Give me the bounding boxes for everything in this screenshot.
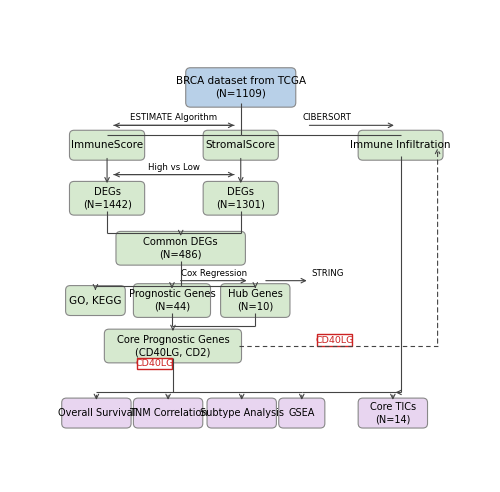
Text: DEGs
(N=1301): DEGs (N=1301) <box>216 187 265 210</box>
FancyBboxPatch shape <box>358 130 443 160</box>
FancyBboxPatch shape <box>70 130 144 160</box>
Text: Immune Infiltration: Immune Infiltration <box>350 140 451 150</box>
FancyBboxPatch shape <box>186 68 296 107</box>
FancyBboxPatch shape <box>104 329 242 363</box>
FancyBboxPatch shape <box>220 284 290 317</box>
Text: Core TICs
(N=14): Core TICs (N=14) <box>370 402 416 424</box>
FancyBboxPatch shape <box>116 231 246 265</box>
Text: Common DEGs
(N=486): Common DEGs (N=486) <box>144 237 218 259</box>
Text: CD40LG: CD40LG <box>316 336 354 344</box>
Text: DEGs
(N=1442): DEGs (N=1442) <box>82 187 132 210</box>
FancyBboxPatch shape <box>138 358 172 369</box>
Text: ESTIMATE Algorithm: ESTIMATE Algorithm <box>130 113 218 123</box>
FancyBboxPatch shape <box>70 182 144 215</box>
Text: TNM Correlation: TNM Correlation <box>129 408 208 418</box>
Text: Core Prognostic Genes
(CD40LG, CD2): Core Prognostic Genes (CD40LG, CD2) <box>116 335 230 357</box>
Text: BRCA dataset from TCGA
(N=1109): BRCA dataset from TCGA (N=1109) <box>176 76 306 99</box>
FancyBboxPatch shape <box>203 182 278 215</box>
FancyBboxPatch shape <box>278 398 325 428</box>
Text: StromalScore: StromalScore <box>206 140 276 150</box>
Text: Subtype Analysis: Subtype Analysis <box>200 408 283 418</box>
Text: CIBERSORT: CIBERSORT <box>303 113 352 123</box>
Text: ImmuneScore: ImmuneScore <box>71 140 143 150</box>
FancyBboxPatch shape <box>134 398 203 428</box>
Text: Cox Regression: Cox Regression <box>180 269 246 278</box>
Text: STRING: STRING <box>312 269 344 278</box>
FancyBboxPatch shape <box>207 398 276 428</box>
FancyBboxPatch shape <box>62 398 131 428</box>
FancyBboxPatch shape <box>66 285 126 315</box>
FancyBboxPatch shape <box>358 398 428 428</box>
Text: CD40LG: CD40LG <box>136 359 173 368</box>
FancyBboxPatch shape <box>318 335 352 346</box>
FancyBboxPatch shape <box>134 284 210 317</box>
Text: Hub Genes
(N=10): Hub Genes (N=10) <box>228 289 282 312</box>
Text: GO, KEGG: GO, KEGG <box>69 296 122 306</box>
Text: GSEA: GSEA <box>288 408 315 418</box>
Text: High vs Low: High vs Low <box>148 162 200 172</box>
Text: Overall Survival: Overall Survival <box>58 408 135 418</box>
FancyBboxPatch shape <box>203 130 278 160</box>
Text: Prognostic Genes
(N=44): Prognostic Genes (N=44) <box>128 289 216 312</box>
